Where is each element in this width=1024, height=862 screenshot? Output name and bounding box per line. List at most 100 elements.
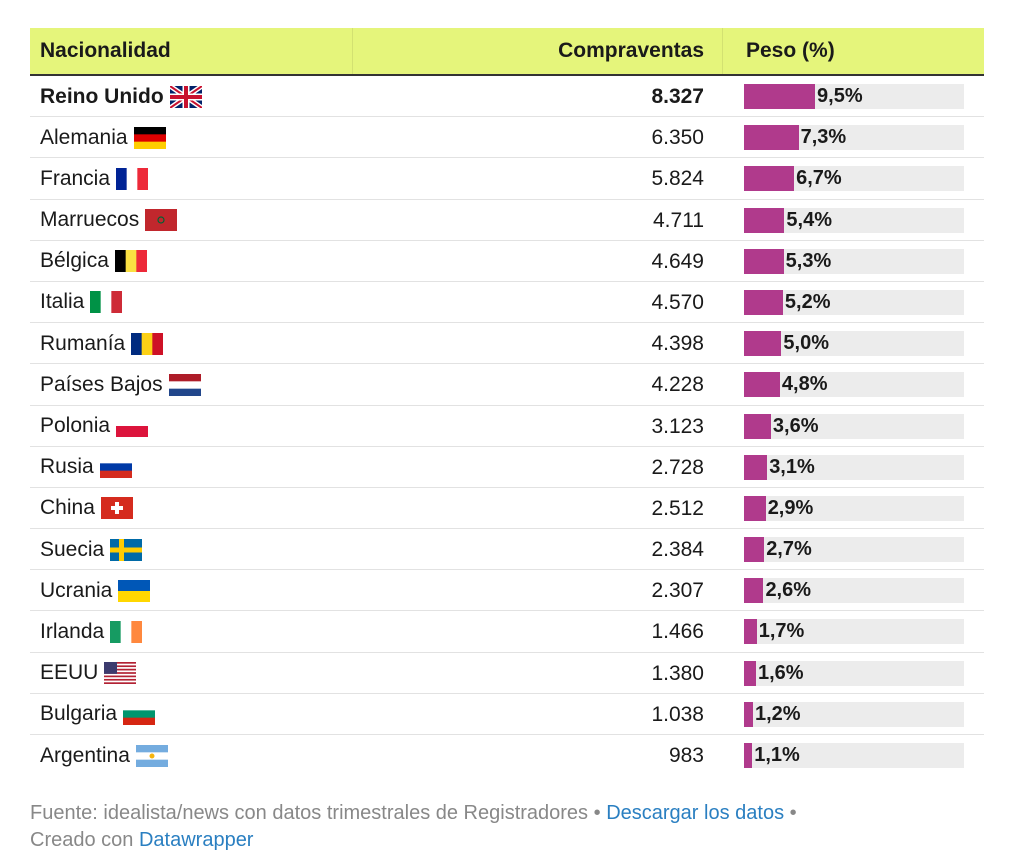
table-row: Suecia 2.384 2,7% <box>30 529 984 571</box>
share-bar-track: 2,7% <box>744 537 964 563</box>
nationality-cell: Polonia <box>40 406 149 447</box>
table-row: Polonia 3.123 3,6% <box>30 406 984 447</box>
share-bar-track: 5,4% <box>744 207 964 233</box>
share-bar <box>744 454 768 480</box>
nationality-label: Ucrania <box>40 578 113 602</box>
table-row: Rusia 2.728 3,1% <box>30 447 984 488</box>
share-bar-track: 1,2% <box>744 701 964 727</box>
nationality-cell: Suecia <box>40 529 143 570</box>
nationality-label: Irlanda <box>40 619 105 643</box>
header-sales[interactable]: Compraventas <box>558 39 704 62</box>
poland-flag-icon <box>116 415 149 437</box>
nationality-label: Bélgica <box>40 249 109 273</box>
footer-separator: • <box>789 802 797 824</box>
share-bar <box>744 289 783 315</box>
sales-cell: 4.649 <box>651 249 704 273</box>
datawrapper-link[interactable]: Datawrapper <box>138 829 254 851</box>
table-row: Marruecos 4.711 5,4% <box>30 200 984 241</box>
nationality-label: China <box>40 496 95 520</box>
share-bar <box>744 331 782 357</box>
share-bar-track: 1,6% <box>744 660 964 686</box>
france-flag-icon <box>116 167 149 190</box>
share-bar <box>744 495 766 521</box>
sales-cell: 4.228 <box>651 373 704 397</box>
header-divider <box>352 28 353 74</box>
table-row: Alemania 6.350 7,3% <box>30 117 984 159</box>
nationality-label: Italia <box>40 290 85 314</box>
share-label: 3,6% <box>772 414 819 437</box>
table-row: Bulgaria 1.038 1,2% <box>30 694 984 735</box>
nationality-label: Bulgaria <box>40 702 118 726</box>
share-bar <box>744 125 799 151</box>
table-row: Francia 5.824 6,7% <box>30 158 984 200</box>
download-data-link[interactable]: Descargar los datos <box>606 802 785 824</box>
share-bar-track: 2,9% <box>744 495 964 521</box>
nationality-cell: Bélgica <box>40 241 147 282</box>
share-bar <box>744 84 816 109</box>
sales-cell: 5.824 <box>651 167 704 191</box>
nationality-label: Rumanía <box>40 331 126 355</box>
share-bar <box>744 537 765 563</box>
nationality-cell: China <box>40 488 133 529</box>
share-bar-track: 1,7% <box>744 619 964 645</box>
nationality-label: EEUU <box>40 661 99 685</box>
nationality-cell: Ucrania <box>40 570 151 611</box>
data-table: Nacionalidad Compraventas Peso (%) Reino… <box>30 28 984 776</box>
header-divider <box>722 28 723 74</box>
ukraine-flag-icon <box>118 579 151 602</box>
nationality-cell: Alemania <box>40 117 166 158</box>
sales-cell: 2.307 <box>651 579 704 603</box>
share-bar <box>744 413 771 439</box>
table-row: Irlanda 1.466 1,7% <box>30 611 984 653</box>
sales-cell: 4.711 <box>653 208 704 232</box>
sales-cell: 6.350 <box>651 126 704 150</box>
switzerland-flag-icon <box>100 497 133 520</box>
romania-flag-icon <box>131 332 164 355</box>
share-bar-track: 3,1% <box>744 454 964 480</box>
nationality-label: Polonia <box>40 414 111 437</box>
share-bar <box>744 660 756 686</box>
sales-cell: 983 <box>668 744 704 767</box>
nationality-cell: EEUU <box>40 653 137 694</box>
share-bar-track: 6,7% <box>744 166 964 192</box>
table-row: China 2.512 2,9% <box>30 488 984 530</box>
uk-flag-icon <box>169 85 202 108</box>
share-bar <box>744 743 753 768</box>
share-bar <box>744 207 785 233</box>
footer: Fuente: idealista/news con datos trimest… <box>30 800 990 854</box>
share-label: 5,2% <box>784 290 831 313</box>
share-bar-track: 5,2% <box>744 289 964 315</box>
share-label: 7,3% <box>800 126 847 149</box>
russia-flag-icon <box>99 456 132 479</box>
share-bar-track: 5,3% <box>744 248 964 274</box>
share-label: 2,6% <box>765 579 812 602</box>
share-bar <box>744 166 795 192</box>
header-nationality[interactable]: Nacionalidad <box>40 39 171 62</box>
nationality-cell: Países Bajos <box>40 364 201 405</box>
nationality-label: Alemania <box>40 125 128 149</box>
argentina-flag-icon <box>135 744 168 767</box>
nationality-cell: Marruecos <box>40 200 178 241</box>
sales-cell: 2.512 <box>651 496 704 520</box>
sales-cell: 2.384 <box>651 538 704 562</box>
table-header: Nacionalidad Compraventas Peso (%) <box>30 28 984 76</box>
table-row: Ucrania 2.307 2,6% <box>30 570 984 612</box>
nationality-label: Reino Unido <box>40 84 164 108</box>
share-bar-track: 5,0% <box>744 331 964 357</box>
sales-cell: 1.038 <box>651 702 704 726</box>
nationality-label: Marruecos <box>40 208 140 232</box>
sweden-flag-icon <box>110 538 143 561</box>
sales-cell: 4.398 <box>651 332 704 356</box>
share-label: 5,3% <box>785 249 832 272</box>
share-bar-track: 9,5% <box>744 84 964 109</box>
bulgaria-flag-icon <box>123 703 156 726</box>
table-row: Bélgica 4.649 5,3% <box>30 241 984 282</box>
share-bar <box>744 248 784 274</box>
share-label: 5,4% <box>786 208 832 231</box>
header-share[interactable]: Peso (%) <box>746 39 835 62</box>
share-label: 4,8% <box>781 373 828 396</box>
share-label: 1,6% <box>757 661 804 684</box>
table-body: Reino Unido 8.327 9,5% Alemania 6.350 7,3% Fr… <box>30 76 984 776</box>
share-label: 2,9% <box>767 496 814 519</box>
nationality-cell: Rumanía <box>40 323 164 364</box>
